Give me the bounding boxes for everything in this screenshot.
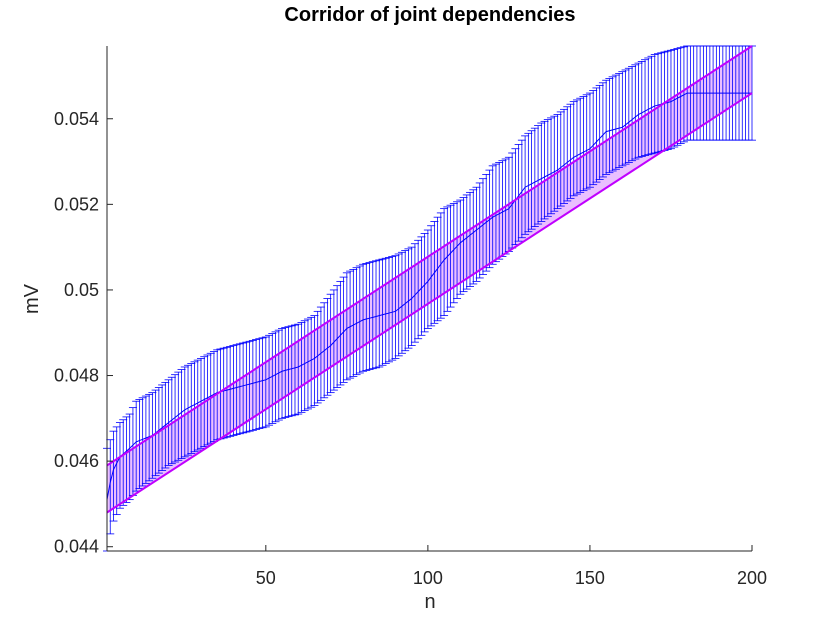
corridor-lower-line <box>106 92 753 514</box>
y-tick-label: 0.046 <box>54 451 99 471</box>
y-tick-label: 0.052 <box>54 194 99 214</box>
y-tick-label: 0.048 <box>54 366 99 386</box>
chart-title: Corridor of joint dependencies <box>284 4 575 26</box>
y-tick-label: 0.05 <box>64 280 99 300</box>
x-axis-label: n <box>424 591 435 613</box>
ticks: 50 100 150 200 0.044 0.046 0.048 0.05 0.052 0.054 <box>54 109 767 588</box>
y-axis-label: mV <box>21 283 43 314</box>
plot-area <box>103 45 756 552</box>
error-bars <box>103 45 756 552</box>
x-tick-label: 50 <box>256 568 276 588</box>
x-tick-label: 200 <box>737 568 767 588</box>
x-tick-label: 100 <box>413 568 443 588</box>
x-tick-label: 150 <box>575 568 605 588</box>
y-tick-label: 0.054 <box>54 109 99 129</box>
axes <box>106 46 752 552</box>
y-tick-label: 0.044 <box>54 537 99 557</box>
corridor-upper-line <box>106 45 753 467</box>
center-line <box>106 92 752 500</box>
